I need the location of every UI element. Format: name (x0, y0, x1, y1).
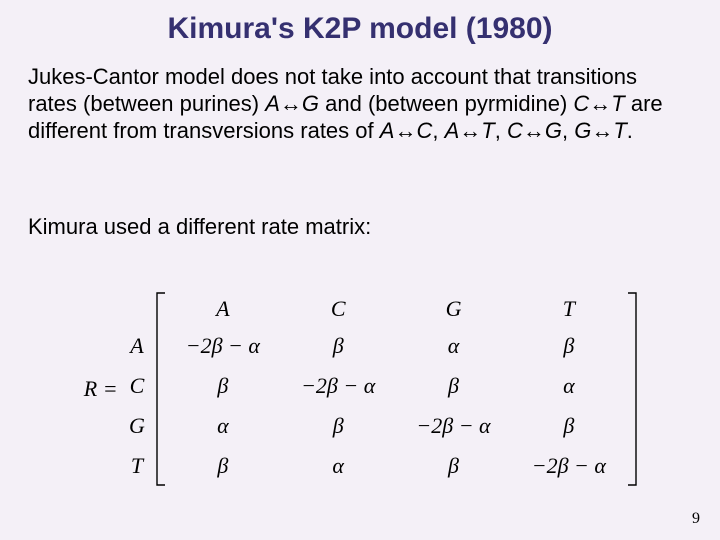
matrix-cell: α (165, 406, 280, 446)
row-label: C (120, 366, 154, 406)
right-bracket-icon (627, 292, 636, 486)
col-label: C (281, 292, 396, 326)
matrix-cell: β (511, 326, 626, 366)
p1-text-2: and (between pyrmidine) (319, 91, 573, 116)
double-arrow-icon: ↔ (394, 118, 416, 143)
matrix-cell: −2β − α (511, 446, 626, 486)
double-arrow-icon: ↔ (591, 118, 613, 143)
p1-end: . (627, 118, 633, 143)
matrix-cell: −2β − α (165, 326, 280, 366)
matrix-row: −2β − αβαβ (165, 326, 626, 366)
col-label: A (165, 292, 280, 326)
row-label: T (120, 446, 154, 486)
rate-matrix: R = A C G T −2β − αβαββ−2β − αβααβ−2β (76, 292, 636, 486)
matrix-header-row: A C G T (165, 292, 626, 326)
matrix-row: β−2β − αβα (165, 366, 626, 406)
body-paragraph-2: Kimura used a different rate matrix: (28, 214, 688, 240)
slide: Kimura's K2P model (1980) Jukes-Cantor m… (0, 0, 720, 540)
sep: , (495, 118, 507, 143)
double-arrow-icon: ↔ (280, 91, 302, 116)
matrix-table: A C G T −2β − αβαββ−2β − αβααβ−2β − αββα… (165, 292, 626, 486)
page-number: 9 (692, 510, 700, 528)
body-paragraph-1: Jukes-Cantor model does not take into ac… (28, 64, 688, 144)
pair-G: G (545, 118, 562, 143)
pair-G2: G (574, 118, 591, 143)
matrix-cell: −2β − α (281, 366, 396, 406)
pair-T2: T (613, 118, 626, 143)
pair-C: C (416, 118, 432, 143)
col-label: G (396, 292, 511, 326)
matrix-cell: β (165, 366, 280, 406)
matrix-cell: β (511, 406, 626, 446)
p1-G: G (302, 91, 319, 116)
matrix-cell: β (281, 326, 396, 366)
matrix-cell: β (165, 446, 280, 486)
matrix-lhs: R = (76, 376, 124, 402)
matrix-cell: −2β − α (396, 406, 511, 446)
pair-C2: C (507, 118, 523, 143)
matrix-cell: β (396, 446, 511, 486)
p1-C: C (573, 91, 589, 116)
slide-title: Kimura's K2P model (1980) (0, 12, 720, 46)
matrix-cell: β (396, 366, 511, 406)
matrix-cell: α (396, 326, 511, 366)
matrix-cell: β (281, 406, 396, 446)
p1-T: T (611, 91, 624, 116)
sep: , (562, 118, 574, 143)
double-arrow-icon: ↔ (589, 91, 611, 116)
matrix-cell: α (281, 446, 396, 486)
sep: , (432, 118, 444, 143)
p1-A: A (265, 91, 280, 116)
left-bracket-icon (156, 292, 165, 486)
double-arrow-icon: ↔ (523, 118, 545, 143)
pair-T: T (481, 118, 494, 143)
double-arrow-icon: ↔ (459, 118, 481, 143)
matrix-row: αβ−2β − αβ (165, 406, 626, 446)
pair-A: A (380, 118, 395, 143)
col-label: T (511, 292, 626, 326)
row-label: G (120, 406, 154, 446)
row-label: A (120, 326, 154, 366)
pair-A2: A (445, 118, 460, 143)
matrix-row: βαβ−2β − α (165, 446, 626, 486)
matrix-cell: α (511, 366, 626, 406)
